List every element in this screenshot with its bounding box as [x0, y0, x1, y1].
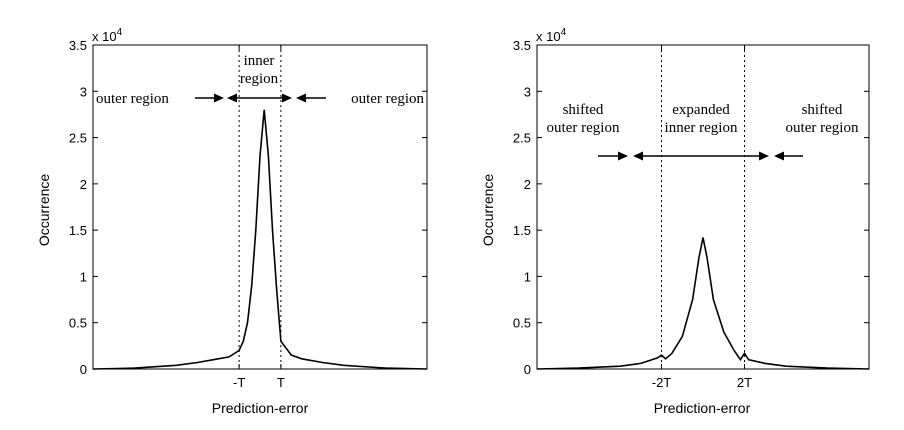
left-y-tick-label: 2: [80, 177, 87, 192]
left-series-line: [92, 109, 428, 370]
right-left-outer-arrowhead: [618, 151, 628, 161]
left-y-tick-label: 0: [80, 362, 87, 377]
left-y-tick-label: 3: [80, 84, 87, 99]
left-inner-arrowhead-right: [282, 93, 292, 103]
right-y-tick-label: 1.5: [513, 223, 531, 238]
right-inner-arrowhead-left: [633, 151, 643, 161]
left-y-tick-label: 3.5: [69, 38, 87, 53]
left-chart: 0 0.5 1 1.5 2 2.5 3 3.5 -T T x 104 Occurrence Pr…: [36, 27, 428, 416]
right-plot-frame: [536, 44, 870, 370]
right-right-label-1: shifted: [802, 102, 843, 118]
right-y-tick-label: 3: [524, 84, 531, 99]
right-y-axis-label: Occurrence: [480, 174, 496, 247]
right-x-tick-label: -2T: [652, 375, 672, 390]
right-y-multiplier: x 104: [536, 27, 567, 44]
left-x-ticks: -T T: [233, 45, 285, 390]
right-arrows: [598, 151, 803, 161]
right-y-tick-label: 3.5: [513, 38, 531, 53]
right-left-label-1: shifted: [563, 102, 604, 118]
right-left-label-2: outer region: [547, 120, 620, 136]
left-y-tick-label: 1.5: [69, 223, 87, 238]
right-threshold-lines: [661, 45, 745, 369]
right-x-ticks: -2T 2T: [652, 45, 752, 390]
right-x-axis-label: Prediction-error: [654, 400, 751, 416]
right-x-tick-label: 2T: [737, 375, 752, 390]
left-x-axis-label: Prediction-error: [212, 400, 309, 416]
right-chart: 00.511.522.533.5 -2T 2T x 104 Occurrence …: [480, 27, 870, 416]
left-inner-label-2: region: [240, 71, 279, 87]
left-y-tick-label: 0.5: [69, 316, 87, 331]
right-right-label-2: outer region: [786, 120, 859, 136]
right-inner-arrowhead-right: [759, 151, 769, 161]
right-y-tick-label: 1: [524, 269, 531, 284]
right-outer-arrowhead: [296, 93, 306, 103]
left-outer-right-label: outer region: [351, 91, 424, 107]
right-y-tick-label: 2.5: [513, 131, 531, 146]
left-inner-arrowhead-left: [227, 93, 237, 103]
left-y-tick-label: 1: [80, 269, 87, 284]
left-y-multiplier: x 104: [92, 27, 123, 44]
left-arrows: [195, 93, 326, 103]
left-y-axis-label: Occurrence: [36, 174, 52, 247]
left-y-ticks: 0 0.5 1 1.5 2 2.5 3 3.5: [69, 38, 427, 377]
right-y-tick-label: 2: [524, 177, 531, 192]
right-y-tick-label: 0.5: [513, 316, 531, 331]
right-series-line: [536, 237, 870, 370]
left-y-tick-label: 2.5: [69, 131, 87, 146]
right-center-label-1: expanded: [672, 102, 730, 118]
left-outer-left-label: outer region: [96, 91, 169, 107]
right-right-outer-arrowhead: [774, 151, 784, 161]
left-x-tick-label: -T: [233, 375, 245, 390]
right-center-label-2: inner region: [665, 120, 738, 136]
right-y-ticks: 0 0.5 1 1.5 2 2.5 3 3.5: [513, 38, 869, 377]
left-inner-label-1: inner: [244, 53, 275, 69]
left-threshold-lines: [238, 45, 282, 369]
left-outer-arrowhead: [214, 93, 224, 103]
right-y-tick-label: 0: [524, 362, 531, 377]
left-plot-frame: [92, 44, 428, 370]
left-x-tick-label: T: [277, 375, 285, 390]
